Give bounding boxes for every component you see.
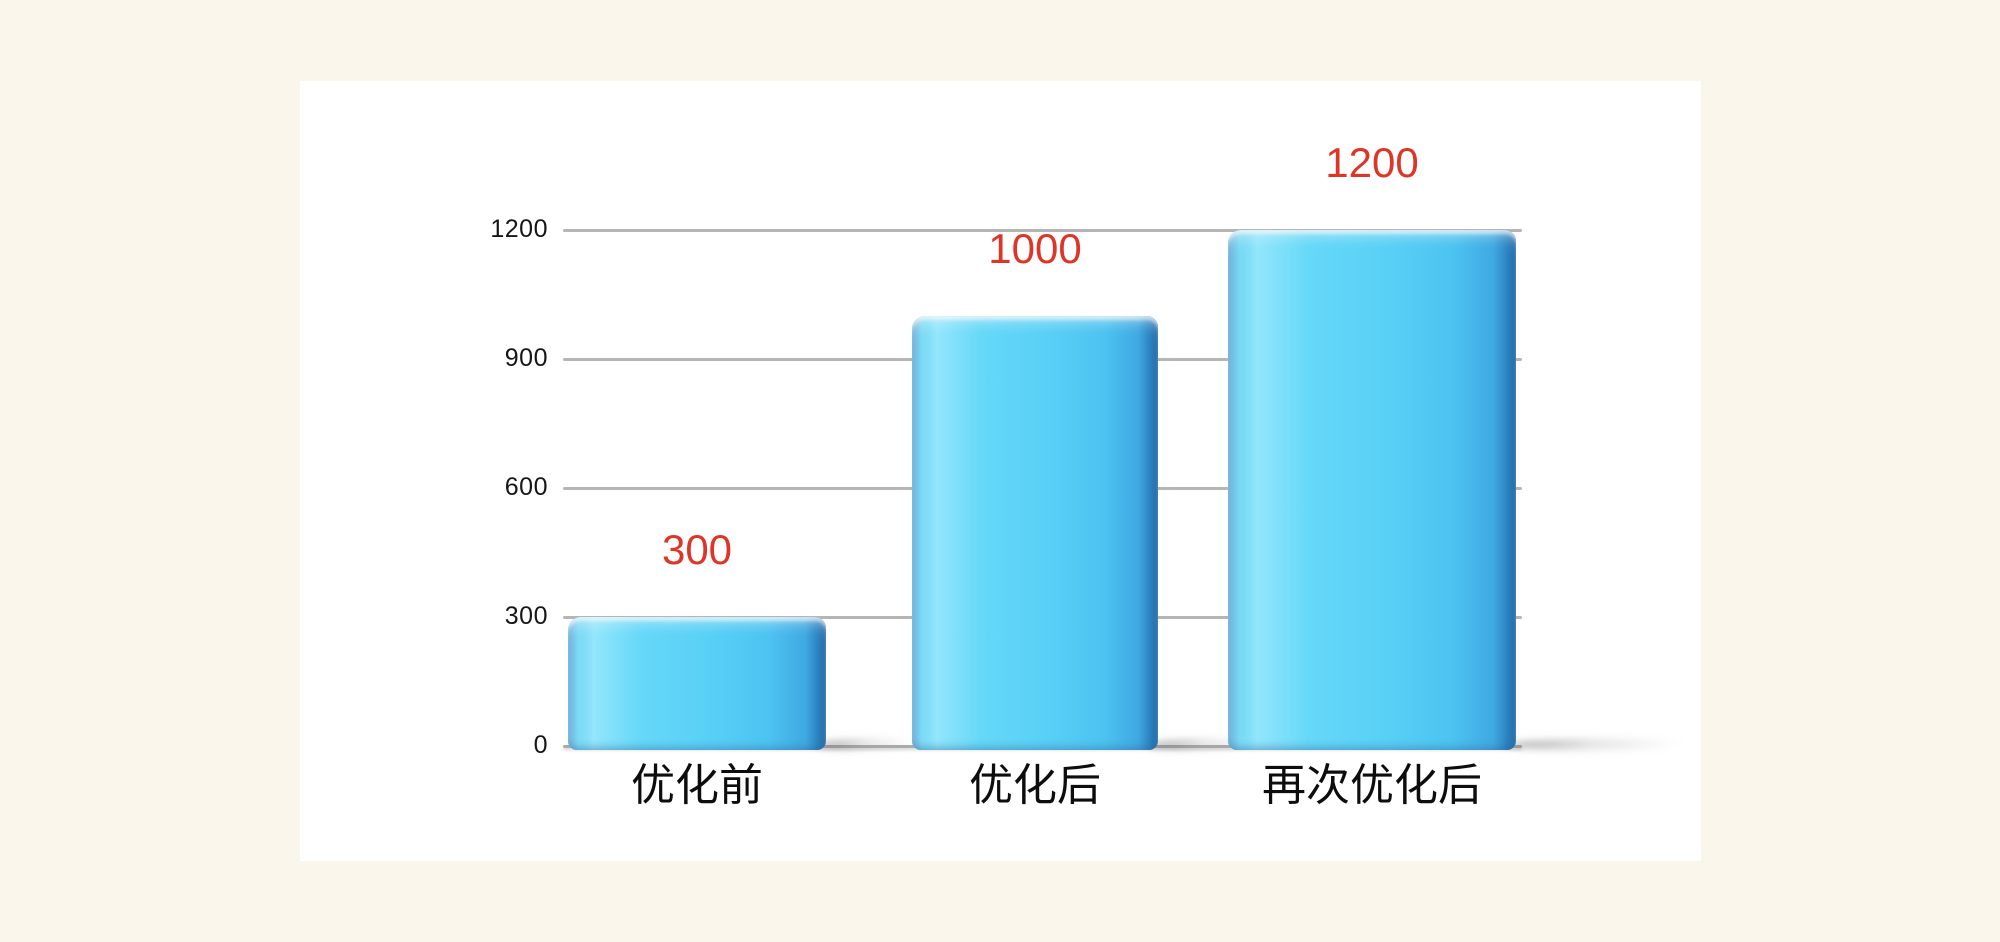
bar-ground-shadow [816,739,923,750]
y-axis-tick-label: 1200 [490,215,548,243]
bar-2 [912,316,1158,750]
bar-ground-shadow [1505,739,1697,750]
y-axis-tick-label: 600 [504,473,548,501]
bar-value-label: 300 [661,526,733,573]
y-axis-tick-label: 300 [504,602,548,630]
bar-3 [1228,230,1516,750]
bar-1 [568,617,826,750]
y-axis-tick-label: 900 [504,344,548,372]
gridline [563,229,1522,232]
chart-card: 0 300 600 900 1200 300 优化前 1000 优化后 1200 再次优化后 [300,81,1701,861]
bar-chart-plot-area: 0 300 600 900 1200 300 优化前 1000 优化后 1200 再次优化后 [300,81,1701,861]
x-axis-category-label: 优化前 [631,761,763,810]
bar-value-label: 1000 [988,225,1082,272]
bar-value-label: 1200 [1325,139,1419,186]
x-axis-category-label: 优化后 [969,761,1101,810]
y-axis-tick-label: 0 [533,731,548,759]
x-axis-category-label: 再次优化后 [1262,761,1482,810]
